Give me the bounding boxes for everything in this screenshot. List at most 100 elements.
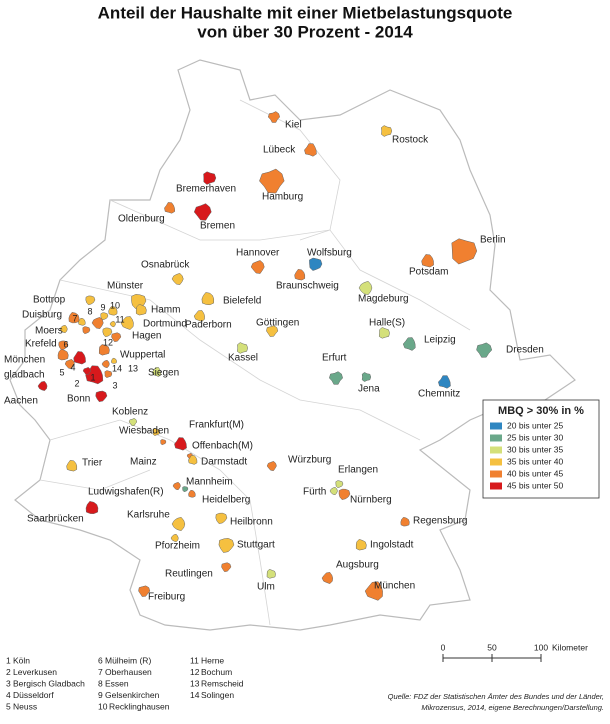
city-area: [100, 312, 109, 321]
key-number: 10: [98, 701, 108, 711]
key-number: 4: [6, 690, 11, 700]
border: [109, 199, 471, 331]
city-label: Offenbach(M): [192, 441, 253, 452]
city-area: [193, 203, 212, 221]
key-name: Solingen: [201, 690, 234, 700]
legend-label: 25 bis unter 30: [507, 432, 564, 442]
city-area: [381, 125, 393, 137]
key-name: Oberhausen: [105, 667, 152, 677]
city-area: [402, 337, 416, 351]
city-label: Bottrop: [33, 295, 66, 306]
city-area: [138, 585, 151, 597]
legend-title: MBQ > 30% in %: [498, 405, 584, 417]
city-number: 10: [110, 300, 120, 310]
city-area: [151, 367, 162, 377]
city-label: Aachen: [4, 396, 38, 407]
legend-swatch: [490, 458, 502, 466]
city-number: 12: [103, 337, 113, 347]
city-area: [109, 320, 116, 328]
key-number: 5: [6, 701, 11, 711]
city-label: Bielefeld: [223, 296, 261, 307]
city-area: [111, 357, 117, 364]
city-area: [259, 168, 285, 194]
city-area: [101, 359, 110, 369]
city-area: [152, 428, 161, 436]
city-label: Duisburg: [22, 310, 62, 321]
scale-label: 100: [534, 642, 548, 652]
city-label: Hamm: [151, 305, 180, 316]
city-area: [95, 390, 108, 402]
city-label: Chemnitz: [418, 389, 460, 400]
key-number: 6: [98, 655, 103, 665]
city-number: 1: [90, 372, 95, 382]
city-label: Kassel: [228, 353, 258, 364]
legend-label: 35 bis unter 40: [507, 456, 564, 466]
city-label: Jena: [358, 384, 380, 395]
city-area: [250, 260, 265, 274]
key-name: Bochum: [201, 667, 232, 677]
city-area: [82, 367, 91, 375]
city-label: Oldenburg: [118, 214, 165, 225]
city-label: Ulm: [257, 582, 275, 593]
key-name: Mülheim (R): [105, 655, 151, 665]
city-label: Darmstadt: [201, 457, 247, 468]
city-area: [188, 455, 198, 465]
city-area: [108, 306, 118, 316]
border: [239, 99, 341, 241]
legend-label: 30 bis unter 35: [507, 444, 564, 454]
city-area: [364, 581, 383, 601]
state-borders: [39, 99, 471, 626]
city-area: [120, 316, 134, 330]
city-area: [174, 437, 187, 451]
city-area: [98, 344, 110, 356]
city-number: 5: [59, 367, 64, 377]
city-label: Heilbronn: [230, 517, 273, 528]
scale-label: 0: [441, 642, 446, 652]
city-label: Berlin: [480, 235, 506, 246]
city-label: Regensburg: [413, 516, 467, 527]
city-area: [172, 481, 181, 491]
city-label: gladbach: [4, 370, 45, 381]
key-name: Remscheid: [201, 678, 244, 688]
city-area: [294, 269, 306, 281]
city-label: Bremerhaven: [176, 184, 236, 195]
city-area: [266, 461, 277, 471]
city-number: 3: [112, 380, 117, 390]
city-label: Rostock: [392, 135, 429, 146]
city-label: Paderborn: [185, 320, 232, 331]
city-area: [59, 324, 68, 334]
key-number: 7: [98, 667, 103, 677]
city-number: 11: [115, 314, 124, 324]
city-label: Heidelberg: [202, 495, 250, 506]
city-label: Bremen: [200, 221, 235, 232]
key-name: Recklinghausen: [109, 701, 170, 711]
key-name: Köln: [13, 655, 30, 665]
city-label: Augsburg: [336, 560, 379, 571]
city-area: [73, 351, 86, 365]
key-number: 8: [98, 678, 103, 688]
city-label: Mönchen: [4, 355, 45, 366]
city-area: [329, 371, 343, 385]
city-area: [128, 418, 138, 426]
key-number: 14: [190, 690, 200, 700]
city-label: Wuppertal: [120, 350, 165, 361]
city-area: [329, 486, 338, 496]
city-label: Saarbrücken: [27, 514, 84, 525]
border: [39, 469, 151, 491]
legend-swatch: [490, 422, 502, 430]
key-name: Essen: [105, 678, 129, 688]
legend-swatch: [490, 434, 502, 442]
city-area: [215, 512, 228, 524]
key-name: Bergisch Gladbach: [13, 678, 85, 688]
city-number: 2: [74, 378, 79, 388]
border: [49, 419, 271, 626]
city-area: [188, 489, 196, 498]
city-area: [266, 325, 279, 337]
city-label: Fürth: [303, 487, 326, 498]
legend-label: 40 bis unter 45: [507, 468, 564, 478]
key-number: 9: [98, 690, 103, 700]
city-area: [135, 304, 147, 316]
city-area: [438, 375, 451, 389]
city-label: Hannover: [236, 248, 280, 259]
city-area: [221, 562, 232, 572]
